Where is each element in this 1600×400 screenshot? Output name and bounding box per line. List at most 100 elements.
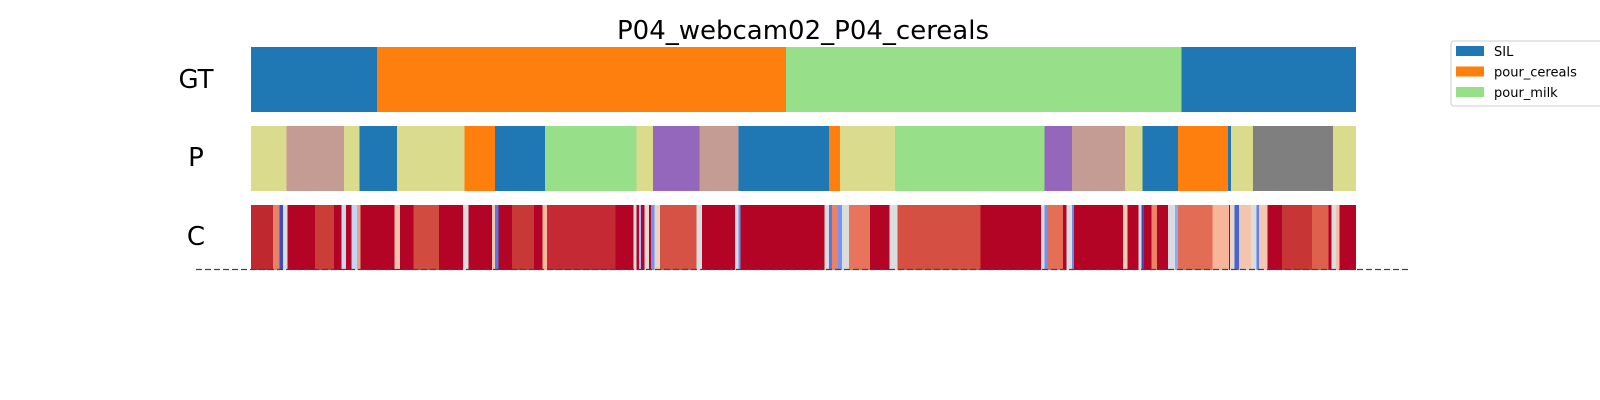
gt-segment — [785, 47, 1182, 112]
c-segment — [824, 205, 829, 270]
c-segment — [341, 205, 347, 270]
p-segment — [1253, 126, 1333, 191]
p-segment — [839, 126, 896, 191]
c-segment — [279, 205, 284, 270]
c-segment — [1047, 205, 1064, 270]
c-segment — [832, 205, 838, 270]
legend-label: pour_cereals — [1494, 66, 1577, 81]
c-segment — [842, 205, 849, 270]
c-segment — [251, 205, 274, 270]
c-segment — [283, 205, 288, 270]
c-segment — [651, 205, 655, 270]
p-segment — [653, 126, 700, 191]
c-segment — [1072, 205, 1075, 270]
p-segment — [251, 126, 287, 191]
c-segment — [1041, 205, 1045, 270]
p-segment — [1072, 126, 1126, 191]
c-segment — [1311, 205, 1329, 270]
row-label-gt: GT — [178, 65, 213, 95]
c-segment — [273, 205, 280, 270]
c-segment — [1174, 205, 1179, 270]
c-segment — [1122, 205, 1128, 270]
c-segment — [889, 205, 898, 270]
c-segment — [1151, 205, 1158, 270]
legend-label: SIL — [1494, 45, 1514, 60]
c-segment — [738, 205, 741, 270]
gt-segment — [376, 47, 786, 112]
c-segment — [1258, 205, 1268, 270]
p-segment — [1142, 126, 1179, 191]
gt-row — [251, 47, 1356, 112]
p-segment — [1231, 126, 1254, 191]
c-segment — [1066, 205, 1073, 270]
c-segment — [495, 205, 499, 270]
c-segment — [734, 205, 739, 270]
p-segment — [828, 126, 840, 191]
row-label-p: P — [188, 143, 204, 173]
c-segment — [1141, 205, 1144, 270]
c-segment — [1168, 205, 1175, 270]
c-segment — [1178, 205, 1213, 270]
chart-title: P04_webcam02_P04_cereals — [617, 16, 989, 46]
gt-segment — [1181, 47, 1356, 112]
c-segment — [357, 205, 361, 270]
c-row — [251, 205, 1356, 270]
p-segment — [1125, 126, 1143, 191]
c-segment — [1331, 205, 1337, 270]
p-segment — [699, 126, 739, 191]
p-segment — [1044, 126, 1073, 191]
row-label-c: C — [187, 222, 205, 252]
c-segment — [848, 205, 870, 270]
p-segment — [738, 126, 829, 191]
p-segment — [636, 126, 654, 191]
p-segment — [1178, 126, 1228, 191]
c-segment — [1256, 205, 1259, 270]
c-segment — [1212, 205, 1229, 270]
c-segment — [511, 205, 534, 270]
p-segment — [359, 126, 397, 191]
c-segment — [463, 205, 469, 270]
p-segment — [544, 126, 637, 191]
p-segment — [1227, 126, 1232, 191]
c-segment — [659, 205, 698, 270]
p-segment — [464, 126, 496, 191]
c-segment — [413, 205, 439, 270]
p-segment — [396, 126, 465, 191]
c-segment — [547, 205, 616, 270]
c-segment — [654, 205, 660, 270]
c-segment — [1138, 205, 1142, 270]
p-segment — [343, 126, 360, 191]
p-segment — [895, 126, 1045, 191]
c-segment — [491, 205, 496, 270]
c-segment — [837, 205, 843, 270]
c-segment — [1251, 205, 1257, 270]
c-segment — [897, 205, 981, 270]
p-segment — [495, 126, 545, 191]
p-segment — [1332, 126, 1356, 191]
c-segment — [633, 205, 637, 270]
legend-swatch — [1456, 87, 1484, 97]
legend-label: pour_milk — [1494, 86, 1558, 101]
c-segment — [1234, 205, 1239, 270]
legend-swatch — [1456, 66, 1484, 77]
c-segment — [1238, 205, 1252, 270]
p-row — [251, 126, 1356, 191]
gt-segment — [251, 47, 377, 112]
legend-box — [1450, 40, 1600, 107]
c-segment — [696, 205, 702, 270]
c-segment — [1281, 205, 1312, 270]
c-segment — [542, 205, 548, 270]
c-segment — [351, 205, 358, 270]
c-segment — [315, 205, 334, 270]
c-segment — [644, 205, 649, 270]
c-segment — [1336, 205, 1340, 270]
c-segment — [638, 205, 642, 270]
c-segment — [1230, 205, 1235, 270]
c-segment — [828, 205, 833, 270]
c-segment — [1044, 205, 1048, 270]
c-segment — [394, 205, 401, 270]
legend-swatch — [1456, 46, 1484, 56]
p-segment — [286, 126, 344, 191]
legend: SIL pour_cereals pour_milk — [1450, 40, 1600, 107]
